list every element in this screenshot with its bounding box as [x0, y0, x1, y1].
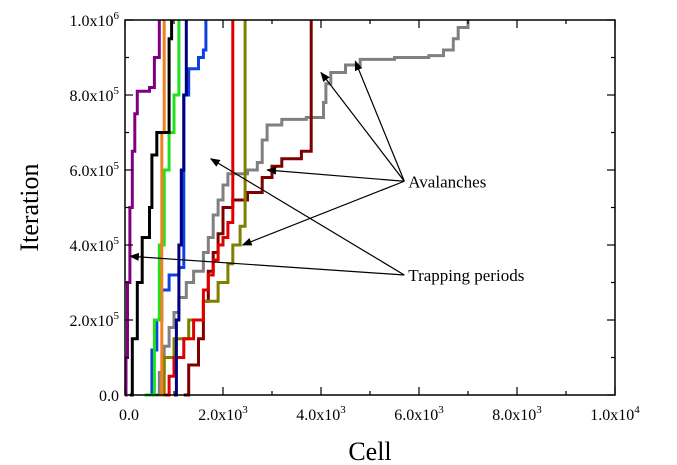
annotation-arrow	[266, 166, 405, 182]
series-layer	[124, 20, 470, 397]
ticks-layer: 0.0 2.0x103 4.0x103 6.0x103 8.0x103 1.0x104 0.…	[70, 10, 641, 424]
annotation-arrow	[128, 252, 405, 276]
annotation-arrow	[241, 180, 405, 246]
series-line-4	[164, 20, 235, 397]
x-tick-label: 4.0x103	[296, 404, 346, 424]
annotation-arrow	[209, 158, 405, 276]
x-tick-label: 2.0x103	[198, 404, 248, 424]
y-tick-label: 0.0	[99, 388, 119, 405]
annotations-layer: Avalanches Trapping periods	[128, 60, 524, 285]
annotation-label: Avalanches	[408, 172, 486, 191]
annotation-label: Trapping periods	[408, 266, 524, 285]
y-tick-label: 1.0x106	[70, 10, 120, 30]
series-line-6	[174, 20, 188, 397]
x-tick-label: 0.0	[119, 407, 139, 424]
x-tick-label: 8.0x103	[492, 404, 542, 424]
y-tick-label: 6.0x105	[70, 160, 120, 180]
annotation-arrow	[320, 71, 405, 182]
series-line-9	[129, 20, 174, 397]
y-tick-label: 4.0x105	[70, 235, 120, 255]
series-line-5	[149, 20, 208, 397]
x-axis-title: Cell	[348, 437, 391, 465]
series-line-2	[183, 20, 313, 397]
y-tick-label: 2.0x105	[70, 310, 120, 330]
series-line-3	[159, 20, 247, 397]
y-tick-label: 8.0x105	[70, 85, 120, 105]
y-axis-title: Iteration	[15, 163, 44, 251]
annotation-arrow	[354, 60, 405, 182]
series-line-7	[144, 20, 181, 397]
x-tick-label: 1.0x104	[590, 404, 640, 424]
x-tick-label: 6.0x103	[394, 404, 444, 424]
